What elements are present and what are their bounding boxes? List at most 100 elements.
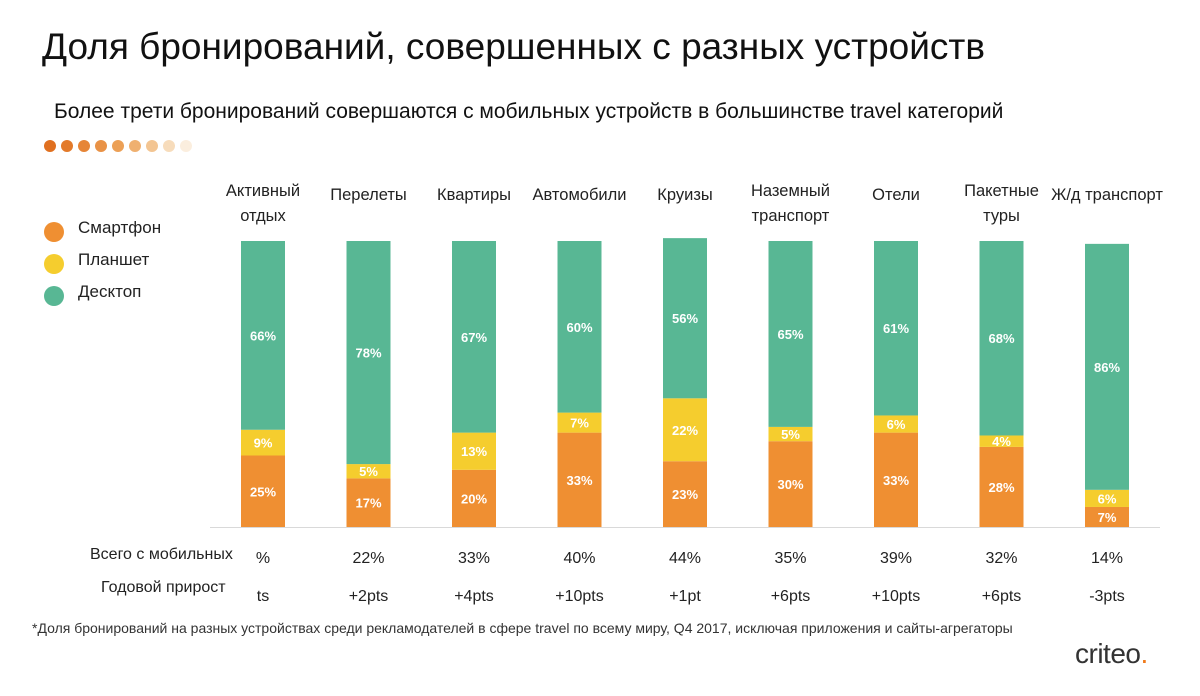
decor-dot bbox=[163, 140, 175, 152]
category-label: Автомобили bbox=[533, 186, 627, 204]
bar-segment-smartphone bbox=[452, 469, 496, 527]
decor-dot bbox=[44, 140, 56, 152]
bar-segment-tablet bbox=[346, 464, 391, 479]
bar-segment-smartphone bbox=[874, 432, 918, 527]
decor-dot bbox=[129, 140, 141, 152]
footnote: *Доля бронирований на разных устройствах… bbox=[32, 620, 1013, 636]
category-label: Квартиры bbox=[437, 186, 511, 204]
category-label: транспорт bbox=[752, 207, 830, 225]
decor-dot bbox=[61, 140, 73, 152]
bar-segment-smartphone bbox=[557, 432, 602, 527]
data-label-tablet: 6% bbox=[887, 417, 906, 432]
bar-segment-tablet bbox=[241, 429, 285, 456]
category-label: Круизы bbox=[657, 186, 713, 204]
data-label-tablet: 5% bbox=[359, 464, 378, 479]
page-subtitle: Более трети бронирований совершаются с м… bbox=[54, 100, 1004, 123]
bar-segment-tablet bbox=[1085, 489, 1129, 507]
mobile-total-value: 40% bbox=[563, 550, 595, 567]
bar-segment-desktop bbox=[874, 241, 918, 416]
data-label-tablet: 4% bbox=[992, 434, 1011, 449]
bar-segment-tablet bbox=[874, 415, 918, 433]
legend-swatch bbox=[44, 254, 64, 274]
bar-segment-tablet bbox=[663, 398, 707, 462]
category-label: Отели bbox=[872, 186, 920, 204]
bar-segment-desktop bbox=[557, 241, 602, 413]
bar-segment-tablet bbox=[768, 426, 813, 442]
data-label-desktop: 60% bbox=[566, 320, 592, 335]
bar-segment-desktop bbox=[979, 241, 1024, 436]
data-label-smartphone: 28% bbox=[988, 480, 1014, 495]
bar-segment-smartphone bbox=[663, 461, 707, 527]
yoy-growth-value: -3pts bbox=[1089, 588, 1125, 605]
data-label-tablet: 22% bbox=[672, 423, 698, 438]
yoy-growth-value: ts bbox=[257, 588, 269, 605]
bar-segment-tablet bbox=[979, 435, 1024, 447]
yoy-growth-value: +1pt bbox=[669, 588, 701, 605]
category-label: Ж/д транспорт bbox=[1051, 186, 1163, 204]
category-label: Пакетные bbox=[964, 182, 1039, 200]
category-label: туры bbox=[983, 207, 1020, 225]
bar-segment-desktop bbox=[663, 238, 707, 399]
data-label-desktop: 56% bbox=[672, 311, 698, 326]
decor-dot bbox=[78, 140, 90, 152]
category-label: Перелеты bbox=[330, 186, 407, 204]
legend-swatch bbox=[44, 286, 64, 306]
decor-dot bbox=[146, 140, 158, 152]
bar-segment-desktop bbox=[346, 241, 391, 465]
data-label-desktop: 86% bbox=[1094, 360, 1120, 375]
page-title: Доля бронирований, совершенных с разных … bbox=[42, 26, 986, 67]
bar-segment-desktop bbox=[768, 241, 813, 427]
yoy-growth-value: +6pts bbox=[982, 588, 1022, 605]
data-label-smartphone: 23% bbox=[672, 487, 698, 502]
mobile-total-value: 32% bbox=[985, 550, 1017, 567]
data-label-tablet: 5% bbox=[781, 427, 800, 442]
bar-segment-smartphone bbox=[1085, 506, 1129, 527]
data-label-tablet: 9% bbox=[254, 436, 273, 451]
stacked-bar-chart: 25% 9% 66% Активный отдых% ts 17% 5% 78% Перелеты… bbox=[210, 182, 1163, 605]
legend-label: Смартфон bbox=[78, 218, 162, 237]
decor-dot bbox=[180, 140, 192, 152]
logo-mark: . bbox=[1140, 638, 1148, 669]
data-label-desktop: 65% bbox=[777, 327, 803, 342]
decor-dot bbox=[95, 140, 107, 152]
bar-segment-desktop bbox=[1085, 243, 1129, 490]
bar-segment-desktop bbox=[452, 241, 496, 433]
criteo-logo: criteo. bbox=[1075, 638, 1148, 670]
data-label-tablet: 7% bbox=[570, 416, 589, 431]
bar-segment-tablet bbox=[557, 412, 602, 433]
data-label-smartphone: 25% bbox=[250, 484, 276, 499]
data-label-desktop: 61% bbox=[883, 321, 909, 336]
mobile-total-value: 22% bbox=[352, 550, 384, 567]
legend-label: Десктоп bbox=[78, 282, 142, 301]
bar-segment-smartphone bbox=[768, 441, 813, 527]
data-label-tablet: 13% bbox=[461, 444, 487, 459]
data-label-smartphone: 20% bbox=[461, 491, 487, 506]
bar-segment-smartphone bbox=[979, 446, 1024, 527]
bar-segment-tablet bbox=[452, 432, 496, 470]
data-label-smartphone: 17% bbox=[355, 496, 381, 511]
mobile-total-value: % bbox=[256, 550, 270, 567]
data-label-desktop: 66% bbox=[250, 328, 276, 343]
logo-text: criteo bbox=[1075, 638, 1141, 669]
data-label-desktop: 67% bbox=[461, 330, 487, 345]
yoy-growth-value: +2pts bbox=[349, 588, 389, 605]
yoy-growth-value: +10pts bbox=[872, 588, 920, 605]
bar-segment-desktop bbox=[241, 241, 285, 430]
mobile-total-value: 44% bbox=[669, 550, 701, 567]
data-label-smartphone: 33% bbox=[566, 473, 592, 488]
mobile-total-value: 14% bbox=[1091, 550, 1123, 567]
legend-swatch bbox=[44, 222, 64, 242]
data-label-smartphone: 30% bbox=[777, 477, 803, 492]
category-label: Наземный bbox=[751, 182, 830, 200]
mobile-total-value: 33% bbox=[458, 550, 490, 567]
data-label-smartphone: 7% bbox=[1098, 510, 1117, 525]
data-label-smartphone: 33% bbox=[883, 473, 909, 488]
data-label-desktop: 78% bbox=[355, 346, 381, 361]
data-label-desktop: 68% bbox=[988, 331, 1014, 346]
row-label-mobile-total: Всего с мобильных bbox=[90, 546, 233, 563]
legend-label: Планшет bbox=[78, 250, 150, 269]
yoy-growth-value: +10pts bbox=[555, 588, 603, 605]
category-label: отдых bbox=[240, 207, 286, 225]
data-label-tablet: 6% bbox=[1098, 491, 1117, 506]
yoy-growth-value: +6pts bbox=[771, 588, 811, 605]
